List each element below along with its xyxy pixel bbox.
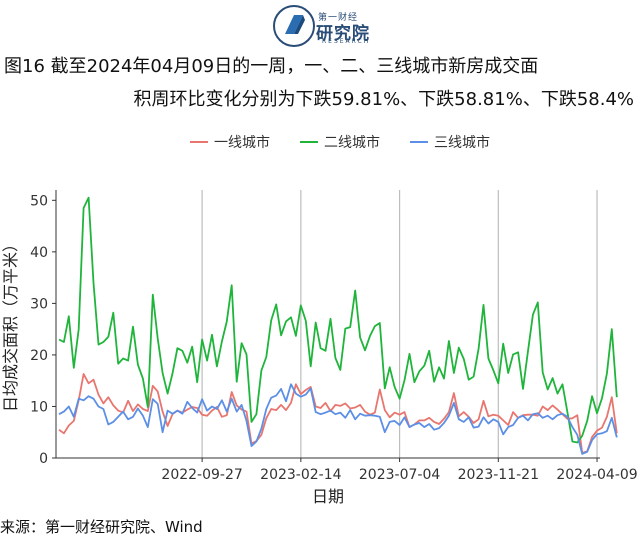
research-logo: 第一财经 研究院 RESEARCH: [272, 4, 382, 48]
x-tick-label-0: 2022-09-27: [161, 467, 242, 483]
y-tick-label-3: 30: [30, 296, 48, 312]
research-logo-icon: [273, 5, 315, 47]
legend-label-0: 一线城市: [214, 134, 270, 151]
y-tick-label-0: 0: [39, 451, 48, 467]
legend-label-1: 二线城市: [324, 134, 380, 151]
y-tick-label-2: 20: [30, 348, 48, 364]
y-tick-label-4: 40: [30, 245, 48, 261]
y-tick-label-1: 10: [30, 399, 48, 415]
series-line-0: [58, 373, 618, 454]
x-axis: 2022-09-27 2023-02-14 2023-07-04 2023-11-21…: [56, 457, 638, 483]
figure-title-line-2: 积周环比变化分别为下跌59.81%、下跌58.81%、下跌58.4%: [133, 89, 634, 110]
legend-label-2: 三线城市: [434, 134, 490, 151]
line-chart: 一线城市 二线城市 三线城市 0 10 20 30 40 50 2022-09-27 2023-…: [1, 134, 638, 506]
x-tick-label-1: 2023-02-14: [260, 467, 341, 483]
y-axis-title: 日均成交面积（万平米）: [1, 236, 20, 412]
y-tick-label-5: 50: [30, 193, 48, 209]
x-tick-label-2: 2023-07-04: [359, 467, 440, 483]
figure-title-line-1: 图16 截至2024年04月09日的一周，一、二、三线城市新房成交面: [4, 56, 539, 77]
series-line-2: [58, 383, 618, 455]
chart-series: [58, 196, 618, 455]
chart-gridlines: [201, 190, 598, 458]
x-axis-title: 日期: [312, 487, 344, 506]
chart-legend: 一线城市 二线城市 三线城市: [190, 134, 490, 151]
series-line-1: [58, 196, 618, 444]
y-axis: 0 10 20 30 40 50: [30, 190, 57, 467]
logo-main-text: 研究院: [316, 24, 370, 44]
logo-top-text: 第一财经: [318, 13, 359, 23]
x-tick-label-3: 2023-11-21: [458, 467, 539, 483]
x-tick-label-4: 2024-04-09: [556, 467, 637, 483]
logo-sub-text: RESEARCH: [322, 38, 371, 45]
source-note: 来源：第一财经研究院、Wind: [0, 518, 203, 536]
